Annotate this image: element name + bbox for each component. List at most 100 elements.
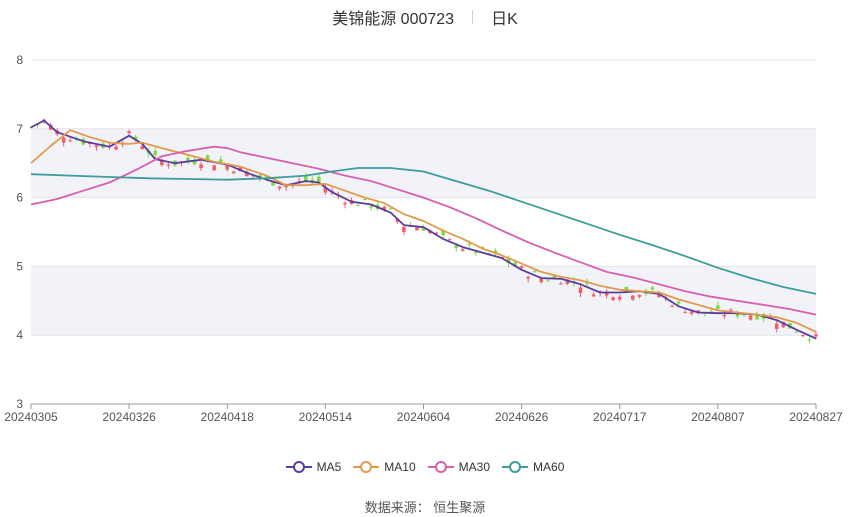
y-tick-label: 8 — [16, 53, 23, 67]
candle-body — [310, 179, 315, 182]
chart-title: 美锦能源 000723 — [332, 11, 455, 28]
candle-body — [271, 181, 275, 186]
candle-body — [637, 294, 642, 297]
candle-body — [781, 321, 786, 328]
legend-label: MA30 — [458, 460, 491, 474]
series-line-ma5 — [30, 119, 817, 340]
candle-body — [166, 164, 171, 166]
candle-body — [94, 145, 99, 148]
candle-body — [794, 331, 799, 333]
candle-body — [160, 159, 164, 166]
candle-body — [748, 315, 753, 320]
candle-body — [696, 310, 701, 313]
candle-body — [389, 208, 393, 210]
candle-body — [591, 294, 596, 297]
legend-item-ma60[interactable]: MA60 — [502, 460, 564, 474]
candle-body — [140, 146, 144, 150]
candle-body — [617, 296, 622, 300]
legend-swatch — [353, 461, 380, 473]
y-tick-label: 7 — [16, 122, 23, 136]
candle-body — [683, 312, 687, 314]
y-tick-label: 4 — [16, 328, 23, 342]
candle-body — [552, 275, 557, 278]
candle-body — [532, 271, 537, 273]
legend-label: MA10 — [384, 460, 416, 474]
candle-body — [369, 205, 373, 208]
candle-body — [382, 206, 387, 211]
series-line-ma60 — [30, 167, 817, 295]
legend: MA5 MA10 MA30 MA60 — [0, 457, 850, 477]
candle-body — [127, 131, 131, 134]
candle-body — [546, 280, 550, 282]
candle-body — [153, 150, 158, 155]
candle-body — [421, 228, 426, 231]
candle-body — [68, 140, 73, 142]
candle-body — [303, 176, 308, 182]
candle-body — [467, 243, 472, 245]
legend-swatch — [285, 461, 312, 473]
candle-body — [578, 287, 583, 293]
candle-body — [245, 171, 249, 177]
candle-body — [356, 205, 360, 207]
candle-body — [323, 187, 328, 193]
y-tick-label: 3 — [16, 397, 23, 411]
candle-body — [676, 301, 681, 304]
y-tick-label: 6 — [16, 191, 23, 205]
legend-item-ma30[interactable]: MA30 — [427, 460, 491, 474]
candle-body — [801, 335, 805, 337]
candle-body — [526, 276, 530, 279]
candle-body — [186, 157, 190, 162]
candle-body — [218, 159, 223, 164]
candle-body — [232, 171, 236, 174]
candle-body — [402, 226, 406, 232]
legend-swatch — [502, 461, 529, 473]
x-tick-label: 20240717 — [593, 410, 647, 424]
candle-body — [434, 232, 439, 234]
candle-body — [611, 297, 615, 301]
candle-body — [264, 176, 269, 178]
legend-label: MA5 — [316, 460, 342, 474]
candle-body — [277, 186, 282, 189]
x-tick-label: 20240418 — [201, 410, 255, 424]
candle-body — [774, 323, 779, 329]
candle-body — [689, 311, 694, 314]
candle-body — [395, 219, 400, 222]
candle-body — [61, 137, 66, 143]
candle-body — [807, 339, 812, 341]
candle-body — [565, 279, 570, 284]
candle-body — [284, 185, 288, 188]
candle-body — [631, 295, 635, 300]
x-tick-label: 20240305 — [4, 410, 58, 424]
candle-body — [225, 164, 230, 170]
candle-body — [814, 334, 818, 337]
candle-body — [362, 198, 367, 200]
candle-body — [716, 305, 720, 309]
x-tick-label: 20240827 — [789, 410, 843, 424]
candle-body — [539, 278, 544, 283]
series-line-ma10 — [30, 129, 817, 333]
candle-body — [460, 249, 465, 251]
x-tick-label: 20240626 — [495, 410, 549, 424]
legend-swatch — [427, 461, 454, 473]
candle-body — [722, 315, 727, 317]
candle-body — [506, 258, 511, 264]
legend-item-ma10[interactable]: MA10 — [353, 460, 416, 474]
chart-header: 美锦能源 000723 日K — [0, 5, 850, 29]
candle-body — [670, 305, 674, 307]
candle-body — [133, 136, 138, 141]
x-tick-label: 20240326 — [102, 410, 156, 424]
candle-body — [474, 252, 478, 254]
legend-item-ma5[interactable]: MA5 — [285, 460, 342, 474]
candle-body — [604, 291, 609, 296]
candle-body — [650, 287, 655, 290]
candle-body — [454, 245, 458, 248]
candle-body — [559, 283, 563, 285]
y-tick-label: 5 — [16, 259, 23, 273]
plot-band-0 — [31, 266, 816, 336]
period-label[interactable]: 日K — [491, 11, 518, 28]
candle-body — [441, 230, 445, 236]
candle-body — [114, 146, 118, 150]
x-tick-label: 20240604 — [397, 410, 451, 424]
candle-body — [519, 266, 524, 268]
